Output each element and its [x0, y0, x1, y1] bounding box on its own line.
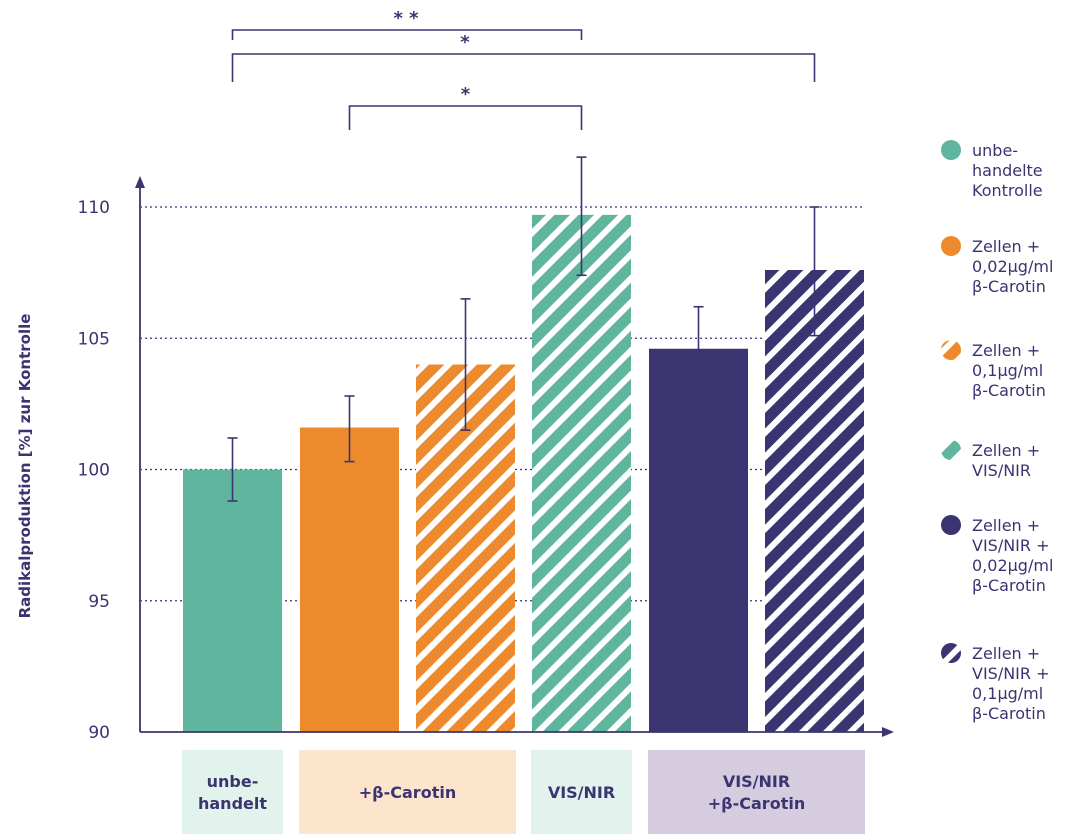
group-box-3 — [648, 750, 865, 834]
error-bar-5 — [809, 206, 820, 337]
legend-label-5-3: β-Carotin — [972, 704, 1046, 723]
group-label-0-1: handelt — [198, 794, 267, 813]
group-label-1-0: +β-Carotin — [359, 783, 456, 802]
bar-5 — [765, 270, 864, 732]
legend-label-5-2: 0,1µg/ml — [972, 684, 1043, 703]
legend-label-2-0: Zellen + — [972, 341, 1040, 360]
legend-label-0-2: Kontrolle — [972, 181, 1043, 200]
bar-1 — [300, 427, 399, 732]
group-box-1 — [299, 750, 516, 834]
y-axis-arrow — [135, 176, 145, 188]
legend-label-4-0: Zellen + — [972, 516, 1040, 535]
group-label-2-0: VIS/NIR — [548, 783, 615, 802]
legend-swatch-5 — [941, 643, 961, 663]
error-bar-3 — [576, 156, 587, 277]
group-box-0 — [182, 750, 283, 834]
bar-4 — [649, 348, 748, 732]
significance-bracket-1 — [231, 53, 816, 82]
legend-label-3-1: VIS/NIR — [972, 461, 1031, 480]
axes: 90 95 100 105 110 Radikalproduktion [%] zur K… — [16, 176, 894, 743]
group-label-3-1: +β-Carotin — [708, 794, 805, 813]
legend-swatch-1 — [941, 236, 961, 256]
group-box-2 — [531, 750, 632, 834]
legend-label-4-3: β-Carotin — [972, 576, 1046, 595]
legend-swatch-2 — [941, 340, 961, 360]
error-bar-0 — [227, 437, 238, 502]
y-tick-label-100: 100 — [78, 461, 110, 481]
error-bar-1 — [344, 395, 355, 463]
legend-label-5-0: Zellen + — [972, 644, 1040, 663]
significance-label-0: * * — [393, 8, 419, 29]
legend-label-4-1: VIS/NIR + — [972, 536, 1050, 555]
legend-label-1-1: 0,02µg/ml — [972, 257, 1053, 276]
significance-brackets: * * * * — [231, 8, 816, 130]
legend-label-3-0: Zellen + — [972, 441, 1040, 460]
error-bar-2 — [460, 298, 471, 431]
y-tick-label-110: 110 — [78, 198, 110, 218]
legend-label-4-2: 0,02µg/ml — [972, 556, 1053, 575]
legend-label-1-0: Zellen + — [972, 237, 1040, 256]
group-label-0-0: unbe- — [207, 772, 259, 791]
legend-label-2-2: β-Carotin — [972, 381, 1046, 400]
legend-label-5-1: VIS/NIR + — [972, 664, 1050, 683]
y-tick-label-105: 105 — [78, 329, 110, 349]
legend-swatch-0 — [941, 140, 961, 160]
legend-label-0-1: handelte — [972, 161, 1043, 180]
y-axis-label: Radikalproduktion [%] zur Kontrolle — [16, 314, 34, 619]
error-bar-4 — [693, 305, 704, 395]
legend-swatch-4 — [941, 515, 961, 535]
significance-bracket-0 — [231, 29, 583, 40]
significance-label-1: * — [460, 32, 470, 53]
bar-0 — [183, 469, 282, 732]
bar-3 — [532, 214, 631, 732]
legend-swatch-3 — [941, 440, 961, 460]
group-label-boxes: unbe-handelt +β-Carotin VIS/NIR VIS/NIR +β-C… — [182, 750, 865, 834]
significance-label-2: * — [461, 84, 471, 105]
significance-bracket-2 — [348, 105, 583, 130]
x-axis-arrow — [882, 727, 894, 737]
group-label-3-0: VIS/NIR — [723, 772, 790, 791]
legend-label-0-0: unbe- — [972, 141, 1018, 160]
y-tick-label-95: 95 — [88, 592, 110, 612]
bars — [183, 214, 864, 732]
y-tick-label-90: 90 — [88, 723, 110, 743]
legend-label-1-2: β-Carotin — [972, 277, 1046, 296]
error-bars — [227, 156, 820, 502]
legend-label-2-1: 0,1µg/ml — [972, 361, 1043, 380]
